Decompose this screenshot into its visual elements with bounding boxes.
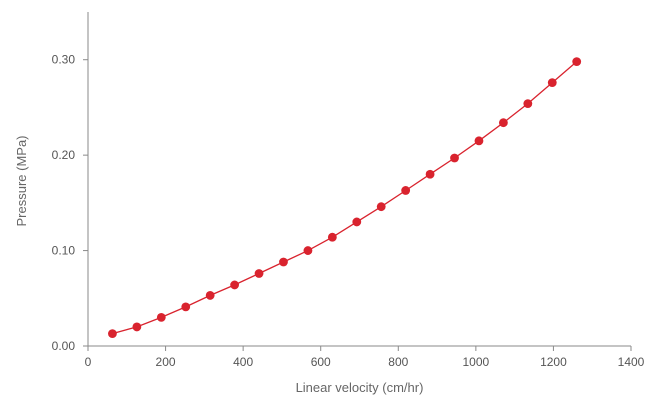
x-tick-label: 1400 — [618, 355, 645, 369]
data-point — [327, 232, 337, 242]
data-point — [132, 322, 142, 332]
data-point — [572, 57, 582, 67]
x-tick-label: 200 — [156, 355, 176, 369]
data-series — [108, 57, 582, 338]
data-point — [156, 312, 166, 322]
y-tick-label: 0.10 — [52, 244, 76, 258]
axes — [87, 12, 631, 347]
y-tick-label: 0.00 — [52, 339, 76, 353]
data-point — [425, 169, 435, 179]
data-point — [474, 136, 484, 146]
data-point — [254, 269, 264, 278]
data-point — [279, 257, 288, 267]
y-axis-title: Pressure (MPa) — [14, 135, 29, 226]
data-point — [376, 202, 386, 212]
data-point — [352, 217, 362, 227]
y-tick-label: 0.20 — [52, 148, 76, 162]
data-point — [205, 291, 215, 300]
data-point — [523, 99, 533, 109]
data-point — [498, 118, 508, 128]
data-point — [401, 186, 411, 195]
x-tick-label: 400 — [233, 355, 253, 369]
data-point — [108, 329, 117, 338]
x-tick-label: 800 — [388, 355, 408, 369]
x-axis-title: Linear velocity (cm/hr) — [296, 380, 424, 395]
ticks: 0 200 400 600 800 1000 1200 1400 0.00 0.10 0.20 0.3… — [52, 53, 645, 369]
data-point — [450, 153, 459, 163]
x-tick-label: 1000 — [463, 355, 490, 369]
x-tick-label: 0 — [85, 355, 92, 369]
x-tick-label: 1200 — [540, 355, 567, 369]
data-point — [181, 302, 191, 312]
data-point — [303, 246, 313, 255]
y-tick-label: 0.30 — [52, 53, 76, 67]
data-point — [230, 280, 240, 290]
x-tick-label: 600 — [311, 355, 331, 369]
data-point — [547, 78, 557, 88]
series-line — [112, 61, 578, 335]
